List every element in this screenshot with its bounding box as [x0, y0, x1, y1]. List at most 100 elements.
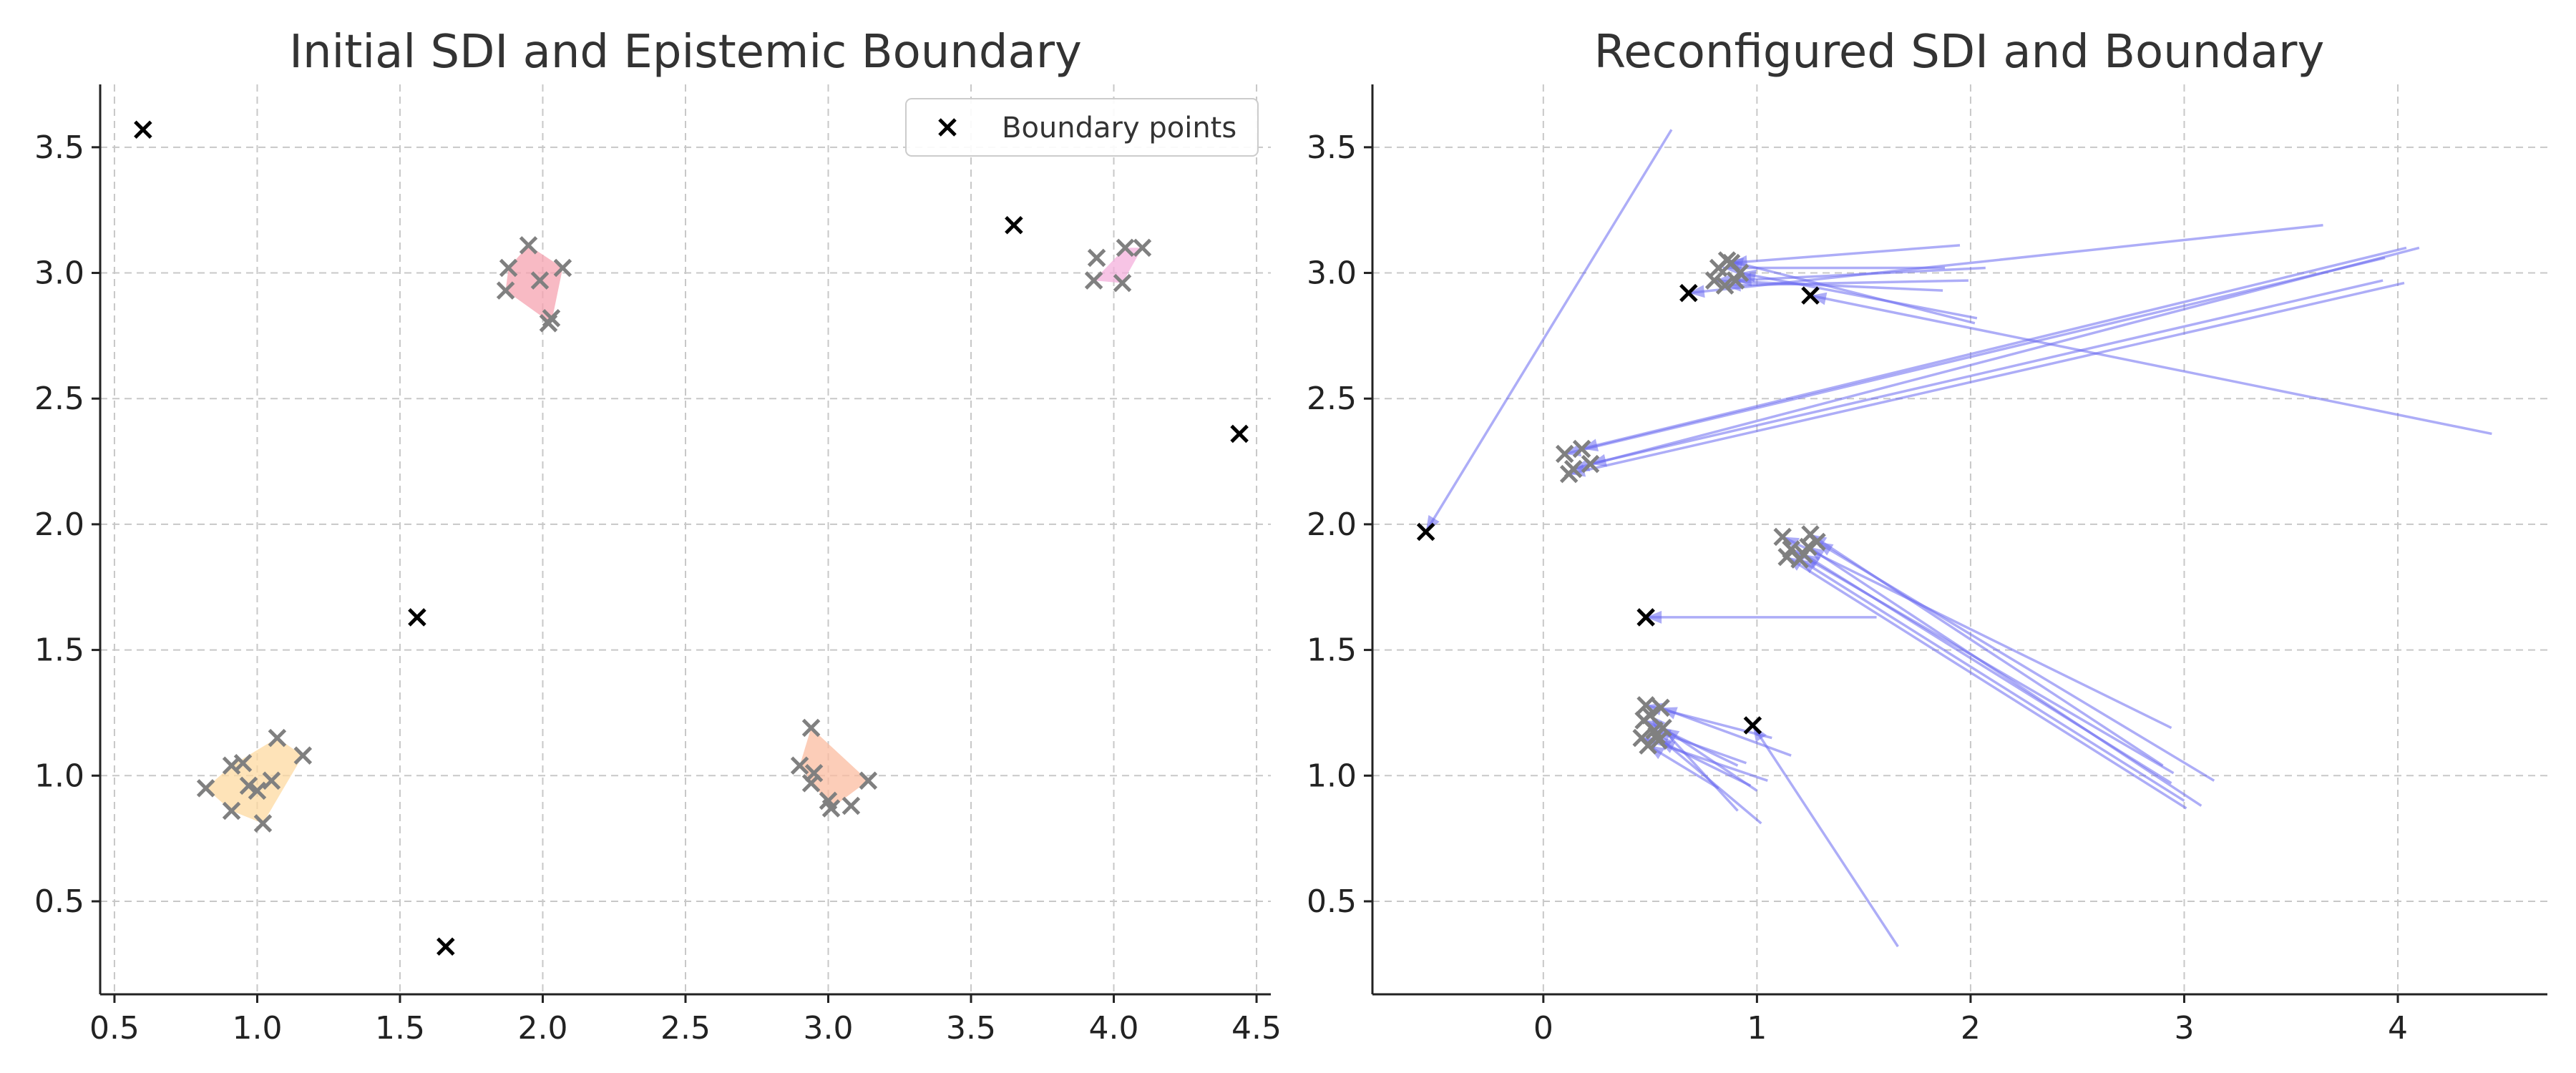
arrows — [1425, 129, 2492, 948]
marker-stroke — [1777, 547, 1796, 567]
cluster-regions — [205, 245, 1143, 824]
marker-stroke — [1005, 216, 1023, 235]
arrow-shaft — [1782, 535, 2172, 730]
marker-stroke — [253, 814, 273, 833]
marker-stroke — [408, 608, 426, 627]
cluster-point — [1636, 696, 1655, 715]
cluster-point — [859, 771, 878, 790]
x-tick-label: 1 — [1747, 1010, 1767, 1047]
chart-title: Reconfigured SDI and Boundary — [1594, 26, 2325, 79]
arrow-shaft — [1727, 259, 1976, 325]
arrow-shaft — [1740, 271, 1978, 320]
marker-stroke — [222, 756, 241, 775]
marker-stroke — [1416, 522, 1435, 542]
y-tick-label: 2.5 — [34, 381, 84, 417]
marker-stroke — [530, 271, 550, 290]
marker-stroke — [801, 774, 821, 793]
arrow-shaft — [1688, 224, 2323, 295]
cluster-point — [1087, 248, 1106, 268]
boundary-point — [436, 937, 455, 956]
cluster-point — [268, 728, 287, 748]
marker-stroke — [1647, 726, 1666, 745]
cluster-point — [519, 236, 538, 255]
marker-stroke — [821, 799, 841, 818]
arrow-shaft — [1658, 739, 1752, 787]
cluster-point — [1647, 726, 1666, 745]
cluster-point — [1717, 251, 1737, 270]
y-tick-label: 1.0 — [34, 758, 84, 794]
cluster-points — [196, 236, 1152, 833]
x-tick-label: 2 — [1961, 1010, 1981, 1047]
marker-stroke — [248, 781, 267, 800]
cluster-hull — [1093, 248, 1143, 283]
cluster-point — [1777, 547, 1796, 567]
marker-stroke — [1652, 698, 1670, 717]
cluster-point — [233, 753, 253, 773]
marker-stroke — [1572, 439, 1591, 459]
cluster-point — [801, 774, 821, 793]
cluster-point — [248, 781, 267, 800]
marker-stroke — [1113, 273, 1132, 293]
marker-stroke — [268, 728, 287, 748]
cluster-point — [196, 779, 215, 798]
cluster-point — [1704, 271, 1724, 290]
y-tick-label: 3.0 — [1307, 255, 1357, 292]
x-tick-label: 2.5 — [660, 1010, 711, 1047]
axes: 0 1 2 3 4 0.5 1.0 1.5 2.0 2.5 3.0 3.5 — [1307, 84, 2547, 1047]
arrow-shaft — [1568, 281, 2405, 476]
marker-stroke — [239, 776, 258, 795]
reconfiguration-arrow — [1568, 281, 2405, 477]
arrow-shaft — [1660, 706, 1792, 757]
marker-stroke — [819, 791, 838, 810]
marker-stroke — [1649, 731, 1668, 750]
reconfiguration-arrow — [1740, 269, 1978, 320]
cluster-point — [1113, 273, 1132, 293]
y-tick-label: 3.5 — [34, 129, 84, 166]
cluster-points — [1555, 251, 1826, 755]
marker-stroke — [1715, 276, 1735, 295]
cluster-point — [1652, 698, 1670, 717]
marker-stroke — [1559, 464, 1579, 484]
cluster-point — [1084, 271, 1103, 290]
chart-title: Initial SDI and Epistemic Boundary — [289, 26, 1082, 79]
boundary-point — [1801, 286, 1820, 305]
y-tick-label: 2.5 — [1307, 381, 1357, 417]
marker-stroke — [496, 281, 515, 300]
arrow-head — [1581, 438, 1599, 452]
marker-stroke — [1230, 424, 1249, 444]
y-tick-label: 1.0 — [1307, 758, 1357, 794]
marker-stroke — [1773, 527, 1792, 547]
cluster-point — [293, 746, 313, 765]
y-tick-label: 0.5 — [1307, 883, 1357, 920]
cluster-point — [539, 314, 558, 333]
marker-stroke — [1807, 532, 1826, 552]
marker-stroke — [859, 771, 878, 790]
cluster-point — [530, 271, 550, 290]
marker-stroke — [1801, 286, 1820, 305]
marker-stroke — [1641, 706, 1659, 725]
x-tick-label: 1.5 — [375, 1010, 425, 1047]
cluster-point — [1133, 238, 1152, 258]
cluster-point — [253, 814, 273, 833]
arrow-shaft — [1573, 246, 2420, 471]
chart-initial: Initial SDI and Epistemic Boundary 0.5 1.… — [34, 26, 1282, 1047]
arrow-head — [1688, 285, 1705, 298]
x-tick-label: 4.0 — [1089, 1010, 1139, 1047]
cluster-point — [801, 718, 821, 738]
grid — [100, 84, 1271, 994]
arrow-head — [1590, 454, 1607, 467]
y-tick-label: 2.0 — [1307, 506, 1357, 543]
boundary-point — [1005, 216, 1023, 235]
marker-stroke — [222, 801, 241, 820]
axes: 0.5 1.0 1.5 2.0 2.5 3.0 3.5 4.0 4.5 0.5 1.0 1.5 2.0 2… — [34, 84, 1282, 1047]
x-tick-label: 3 — [2174, 1010, 2194, 1047]
cluster-point — [1555, 444, 1574, 464]
legend: Boundary points — [905, 98, 1259, 157]
arrow-shaft — [1564, 256, 2386, 456]
marker-stroke — [1133, 238, 1152, 258]
cluster-point — [1807, 532, 1826, 552]
cluster-point — [790, 756, 809, 775]
boundary-point — [1743, 716, 1762, 735]
arrow-head — [1646, 610, 1662, 624]
legend-label: Boundary points — [1002, 112, 1236, 144]
